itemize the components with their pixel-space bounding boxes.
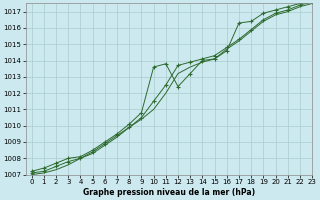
X-axis label: Graphe pression niveau de la mer (hPa): Graphe pression niveau de la mer (hPa) (83, 188, 255, 197)
